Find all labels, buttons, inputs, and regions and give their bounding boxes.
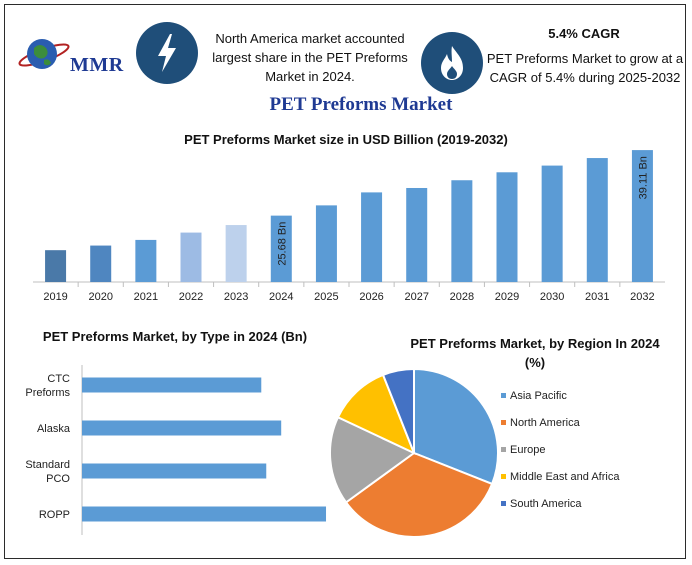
pie-slice-europe bbox=[329, 415, 416, 504]
x-tick-label: 2028 bbox=[450, 291, 474, 303]
chart-title-market-size: PET Preforms Market size in USD Billion … bbox=[184, 132, 508, 147]
x-tick-label: 2025 bbox=[314, 291, 338, 303]
bar-2030 bbox=[541, 165, 563, 282]
y-tick-label: Alaska bbox=[37, 423, 71, 435]
bar-2022 bbox=[180, 232, 202, 282]
pie-slice-south-america bbox=[381, 367, 415, 454]
legend-label: Asia Pacific bbox=[510, 390, 567, 402]
data-label: 39.11 Bn bbox=[637, 156, 649, 199]
bar-2023 bbox=[225, 225, 247, 282]
bar-2019 bbox=[45, 250, 67, 282]
info-north-america: North America market accounted largest s… bbox=[212, 31, 408, 84]
y-tick-label: ROPP bbox=[39, 509, 70, 521]
bar-2028 bbox=[451, 180, 473, 282]
bar-2029 bbox=[496, 172, 518, 282]
bar-2024 bbox=[270, 215, 292, 282]
bar-2032 bbox=[631, 150, 653, 282]
hbar-ropp bbox=[82, 506, 327, 522]
legend-label: South America bbox=[510, 498, 582, 510]
x-tick-label: 2030 bbox=[540, 291, 564, 303]
x-tick-label: 2024 bbox=[269, 291, 293, 303]
legend-label: Europe bbox=[510, 444, 545, 456]
bar-2031 bbox=[586, 158, 608, 282]
hbar-alaska bbox=[82, 420, 282, 436]
pie-slice-asia-pacific bbox=[413, 367, 499, 486]
mmr-logo: MMR bbox=[14, 26, 132, 84]
x-tick-label: 2026 bbox=[359, 291, 383, 303]
x-tick-label: 2027 bbox=[404, 291, 428, 303]
x-tick-label: 2029 bbox=[495, 291, 519, 303]
legend-label: Middle East and Africa bbox=[510, 471, 620, 483]
x-tick-label: 2022 bbox=[179, 291, 203, 303]
bar-2026 bbox=[361, 192, 383, 282]
x-tick-label: 2032 bbox=[630, 291, 654, 303]
globe-icon bbox=[18, 39, 70, 69]
data-label: 25.68 Bn bbox=[276, 222, 288, 266]
info-cagr: PET Preforms Market to grow at a CAGR of… bbox=[486, 51, 684, 85]
legend-label: North America bbox=[510, 417, 581, 429]
y-tick-label: Standard bbox=[25, 459, 70, 471]
x-tick-label: 2021 bbox=[134, 291, 158, 303]
bar-2025 bbox=[315, 205, 337, 282]
page-title: PET Preforms Market bbox=[269, 94, 453, 115]
bar-2020 bbox=[90, 245, 112, 282]
legend-swatch bbox=[501, 420, 506, 425]
x-tick-label: 2020 bbox=[88, 291, 112, 303]
cagr-title: 5.4% CAGR bbox=[548, 26, 620, 41]
hbar-ctc-preforms bbox=[82, 377, 262, 393]
pie-slice-middle-east-and-africa bbox=[336, 373, 416, 455]
pie-slice-north-america bbox=[344, 451, 494, 538]
x-tick-label: 2031 bbox=[585, 291, 609, 303]
bar-2021 bbox=[135, 239, 157, 282]
infographic-frame bbox=[4, 4, 686, 559]
hbar-standard-pco bbox=[82, 463, 267, 479]
flame-icon bbox=[421, 32, 483, 94]
legend-swatch bbox=[501, 474, 506, 479]
legend-swatch bbox=[501, 447, 506, 452]
y-tick-label: PCO bbox=[46, 473, 70, 485]
x-tick-label: 2023 bbox=[224, 291, 248, 303]
chart-title-by-region: PET Preforms Market, by Region In 2024 (… bbox=[410, 336, 660, 370]
bar-2027 bbox=[406, 187, 428, 282]
x-tick-label: 2019 bbox=[43, 291, 67, 303]
legend-swatch bbox=[501, 393, 506, 398]
logo-text: MMR bbox=[70, 54, 124, 76]
y-tick-label: CTC bbox=[47, 373, 70, 385]
legend-swatch bbox=[501, 501, 506, 506]
lightning-bolt-icon bbox=[136, 22, 198, 84]
chart-title-by-type: PET Preforms Market, by Type in 2024 (Bn… bbox=[42, 329, 308, 344]
y-tick-label: Preforms bbox=[25, 387, 70, 399]
